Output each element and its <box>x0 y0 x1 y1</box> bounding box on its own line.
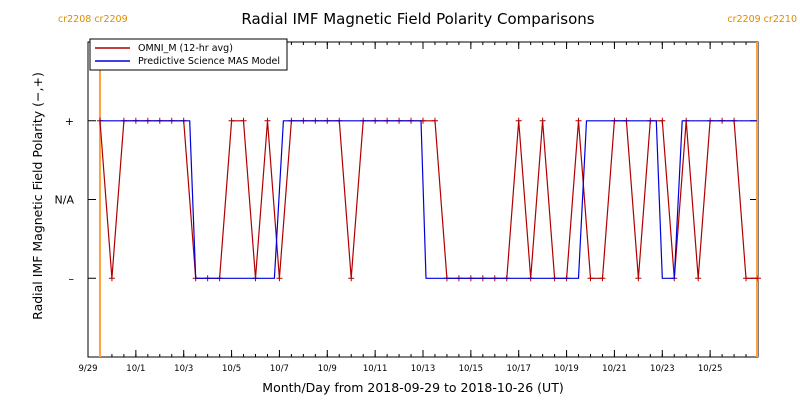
x-axis-label: Month/Day from 2018-09-29 to 2018-10-26 … <box>262 380 563 395</box>
data-point <box>599 275 606 282</box>
x-tick-label: 10/7 <box>270 364 289 374</box>
data-point <box>240 117 247 124</box>
y-tick-label: + <box>65 115 74 128</box>
data-point <box>276 275 283 282</box>
series-line <box>100 120 757 279</box>
data-point <box>743 275 750 282</box>
data-point <box>108 275 115 282</box>
x-tick-label: 10/9 <box>318 364 337 374</box>
data-point <box>587 275 594 282</box>
x-tick-label: 10/3 <box>174 364 193 374</box>
data-point <box>539 117 546 124</box>
data-point <box>264 117 271 124</box>
legend-label-omni: OMNI_M (12-hr avg) <box>138 43 233 54</box>
carrington-rotation-label: cr2208 cr2209 <box>58 14 128 25</box>
y-tick-label: – <box>69 272 75 285</box>
data-point <box>575 117 582 124</box>
y-axis-label: Radial IMF Magnetic Field Polarity (−,+) <box>30 72 45 320</box>
x-tick-label: 10/11 <box>363 364 388 374</box>
x-tick-label: 10/15 <box>459 364 484 374</box>
x-tick-label: 10/13 <box>411 364 436 374</box>
data-point <box>431 117 438 124</box>
legend-label-mas: Predictive Science MAS Model <box>138 56 280 67</box>
x-tick-label: 9/29 <box>78 364 97 374</box>
y-tick-label: N/A <box>55 194 75 207</box>
x-tick-label: 10/23 <box>650 364 675 374</box>
x-tick-label: 10/25 <box>698 364 723 374</box>
axes-ticks: 9/29 10/1 10/3 10/5 10/7 10/9 10/11 10/13 10/15 1… <box>55 42 759 374</box>
x-tick-label: 10/1 <box>126 364 145 374</box>
x-tick-label: 10/21 <box>602 364 627 374</box>
chart-title: Radial IMF Magnetic Field Polarity Compa… <box>241 10 594 28</box>
x-tick-label: 10/17 <box>506 364 531 374</box>
data-point <box>228 117 235 124</box>
x-tick-label: 10/5 <box>222 364 241 374</box>
x-tick-label: 10/19 <box>554 364 579 374</box>
data-point <box>348 275 355 282</box>
carrington-rotation-markers: cr2208 cr2209 cr2209 cr2210 <box>58 14 797 357</box>
data-point <box>515 117 522 124</box>
legend: OMNI_M (12-hr avg) Predictive Science MA… <box>89 38 288 71</box>
data-series <box>96 117 761 282</box>
data-point <box>695 275 702 282</box>
data-point <box>755 275 761 282</box>
carrington-rotation-label: cr2209 cr2210 <box>727 14 797 25</box>
legend-box <box>89 38 288 71</box>
data-point <box>659 117 666 124</box>
series-mas <box>100 120 757 279</box>
data-point <box>635 275 642 282</box>
